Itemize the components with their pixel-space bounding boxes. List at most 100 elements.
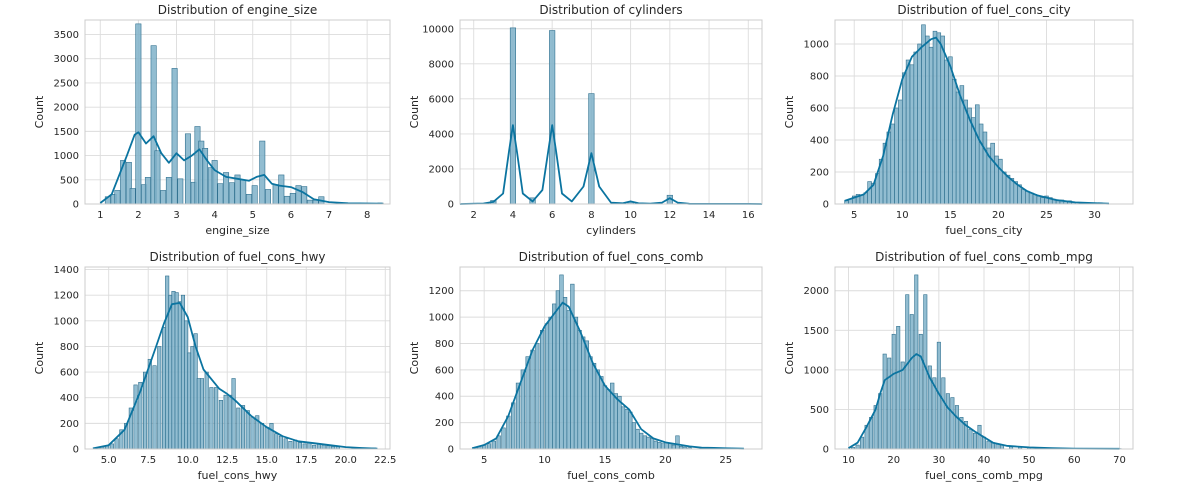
histogram-bar [290, 193, 295, 204]
histogram-bar [978, 425, 981, 449]
histogram-bar [979, 124, 983, 204]
histogram-bar [901, 362, 904, 449]
histogram-bar [600, 376, 604, 449]
x-tick-label: 6 [549, 210, 555, 221]
x-axis-label: fuel_cons_comb [567, 469, 655, 482]
histogram-bar [1041, 198, 1045, 204]
x-tick-label: 20 [659, 455, 672, 466]
y-tick-label: 1000 [54, 151, 79, 162]
histogram-bar [951, 398, 954, 449]
histogram-bar [307, 200, 312, 204]
histogram-bar [982, 437, 985, 449]
histogram-bar [166, 177, 171, 204]
y-tick-label: 1000 [804, 40, 829, 51]
histogram-bar [983, 132, 987, 204]
histogram-bar [130, 189, 135, 204]
histogram-bar [260, 423, 263, 449]
histogram-bar [229, 183, 234, 204]
y-tick-label: 4000 [429, 129, 454, 140]
x-tick-label: 5.0 [101, 455, 117, 466]
histogram-bar [158, 346, 161, 449]
y-tick-label: 200 [60, 419, 79, 430]
histogram-bar [898, 100, 902, 204]
chart-title: Distribution of cylinders [539, 3, 682, 17]
histogram-bar [492, 441, 496, 449]
y-tick-label: 800 [60, 342, 79, 353]
histogram-bar [155, 151, 160, 204]
x-tick-label: 5 [851, 210, 857, 221]
histogram-bar [172, 68, 177, 204]
y-tick-label: 400 [810, 136, 829, 147]
histogram-bar [205, 372, 208, 449]
histogram-bar [910, 65, 914, 204]
histogram-bar [650, 438, 654, 449]
histogram-bar [246, 194, 251, 204]
y-tick-label: 200 [810, 168, 829, 179]
histogram-bar [918, 44, 922, 204]
histogram-bar [246, 411, 249, 449]
y-tick-label: 600 [60, 368, 79, 379]
histogram-bar [625, 409, 629, 449]
histogram-bar [303, 444, 306, 449]
histogram-bar [987, 441, 990, 449]
histogram-bar [110, 444, 113, 449]
histogram-bar [115, 190, 120, 204]
y-tick-label: 500 [810, 405, 829, 416]
histogram-bar [251, 417, 254, 449]
histogram-bar [887, 358, 890, 449]
y-tick-label: 0 [73, 200, 79, 211]
x-tick-label: 60 [1068, 455, 1081, 466]
histogram-bar [914, 52, 918, 204]
y-tick-label: 500 [60, 175, 79, 186]
histogram-bar [556, 291, 560, 449]
histogram-bar [279, 436, 282, 449]
y-axis-label: Count [408, 341, 421, 374]
histogram-bar [946, 394, 949, 449]
histogram-bar [902, 73, 906, 204]
histogram-bar [560, 275, 564, 449]
x-tick-label: 1 [97, 210, 103, 221]
chart-title: Distribution of fuel_cons_comb [519, 250, 704, 264]
histogram-bar [910, 314, 913, 449]
y-tick-label: 3500 [54, 30, 79, 41]
histogram-bar [919, 334, 922, 449]
histogram-bar [545, 324, 549, 449]
x-tick-label: 8 [364, 210, 370, 221]
histogram-bar [511, 403, 515, 449]
histogram-bar [153, 366, 156, 449]
histogram-bar [892, 334, 895, 449]
histogram-bar [891, 124, 895, 204]
histogram-bar [549, 31, 554, 204]
x-tick-label: 15 [944, 210, 957, 221]
histogram-bar [214, 387, 217, 449]
histogram-bar [1029, 193, 1033, 204]
y-axis-label: Count [33, 95, 46, 128]
histogram-bar [639, 433, 643, 449]
histogram-bar [906, 295, 909, 449]
histogram-bar [955, 405, 958, 449]
x-tick-label: 20.0 [335, 455, 357, 466]
histogram-bar [273, 185, 278, 204]
x-tick-label: 25 [719, 455, 732, 466]
x-tick-label: 50 [1023, 455, 1036, 466]
histogram-bar [274, 434, 277, 449]
histogram-bar [210, 387, 213, 449]
histogram-bar [589, 94, 594, 204]
histogram-bar [941, 36, 945, 204]
histogram-bar [134, 385, 137, 449]
y-tick-label: 200 [435, 418, 454, 429]
histogram-bar [929, 47, 933, 204]
histogram-bar [672, 445, 676, 449]
histogram-bar [1025, 191, 1029, 204]
histogram-bar [260, 141, 265, 204]
x-tick-label: 14 [703, 210, 716, 221]
y-tick-label: 1500 [804, 326, 829, 337]
x-tick-label: 4 [510, 210, 516, 221]
x-tick-label: 4 [211, 210, 217, 221]
histogram-bar [654, 441, 658, 449]
histogram-bar [895, 108, 899, 204]
